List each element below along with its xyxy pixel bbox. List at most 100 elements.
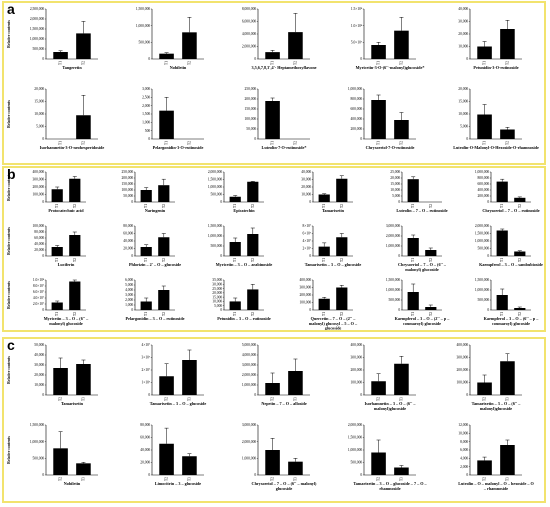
x-tick-label: T1 [55, 258, 59, 262]
y-tick-label: 0 [254, 393, 256, 397]
y-tick-label: 100,000 [351, 381, 363, 386]
bar-chart: 0 500,000 1,000,000 1,500,000 2,000,000 T1 T2K… [475, 224, 543, 267]
x-tick-label: T1 [233, 258, 237, 262]
y-tick-label: 250,000 [245, 87, 257, 92]
y-tick-label: 4,000 [125, 288, 133, 293]
bar-chart: 0 500 1,000 1,500 2,000 2,500 3,000 T1 T2Pelargo… [142, 87, 204, 150]
y-tick-label: 2,000 [460, 465, 468, 470]
y-tick-label: 8,000 [460, 440, 468, 445]
x-tick-label: T2 [377, 477, 381, 481]
x-tick-label: T2 [81, 61, 85, 65]
bar-chart: 0 5,000 10,000 15,000 20,000 T1 T2Isorhamnetin… [34, 87, 104, 150]
x-tick-label: T2 [399, 61, 403, 65]
chart-title: Kaempferol – 3 – O – (6'' – p – [484, 316, 540, 321]
y-tick-label: 20,000 [34, 373, 44, 378]
chart-title: glucoside [325, 326, 342, 330]
y-tick-label: 200,000 [351, 127, 363, 132]
chart-title: Luteolin-O-Malonyl-O-Hexoside-O-rhamnosi… [453, 145, 539, 150]
x-tick-label: T2 [251, 312, 255, 316]
chart-title: Kaempferol – 3 – O – (2'' – p – [395, 316, 451, 321]
x-tick-label: T2 [340, 312, 344, 316]
bar [394, 363, 409, 395]
chart-title: Nepetin – 7 – O – alloside [261, 401, 307, 406]
bar-chart: 0 100,000 200,000 300,000 400,000 T2 T3Tamarix… [457, 343, 522, 411]
x-tick-label: T1 [483, 141, 487, 145]
chart-title: Luteolin-7-O-rutinoside* [262, 145, 307, 150]
bar [158, 290, 170, 310]
y-tick-label: 300,000 [300, 286, 312, 291]
y-tick-label: 0 [466, 57, 468, 61]
chart-title: malonyl) glucoside [49, 321, 83, 326]
x-tick-label: T2 [505, 61, 509, 65]
y-tick-label: 500,000 [139, 41, 151, 46]
bar-chart: 0 200,000 400,000 600,000 800,000 1,000,000 T1… [348, 87, 416, 150]
bar-chart: 0 2,000 4,000 6,000 8,000 10,000 12,000 T2 T3Lut… [458, 423, 534, 491]
chart-title: malonyl) glucoside [405, 267, 439, 272]
y-tick-label: 0 [360, 393, 362, 397]
y-tick-label: 80,000 [123, 224, 133, 229]
x-tick-label: T2 [271, 477, 275, 481]
y-tick-label: 1,000,000 [30, 440, 45, 445]
bar [159, 443, 174, 475]
y-tick-label: 0 [148, 137, 150, 141]
chart-title: Tamarixetin – 3 – O – glucoside [305, 262, 362, 267]
x-tick-label: T2 [59, 477, 63, 481]
y-tick-label: 1,000,000 [475, 239, 490, 244]
y-tick-label: 0 [466, 137, 468, 141]
x-tick-label: T1 [165, 141, 169, 145]
bar [371, 45, 386, 59]
y-tick-label: 1.0×10⁸ [33, 278, 45, 282]
y-axis-label: Relative contents [7, 173, 11, 201]
chart-title: coumaroyl) glucoside [403, 321, 441, 326]
y-tick-label: 200,000 [300, 293, 312, 298]
x-tick-label: T1 [500, 204, 504, 208]
y-tick-label: 4×10⁷ [142, 343, 151, 347]
y-tick-label: 0 [398, 308, 400, 312]
bar [265, 52, 280, 59]
x-tick-label: T1 [144, 312, 148, 316]
bar [265, 101, 280, 139]
chart-title: Chrysoeriol – 7 – O – (6'' – [398, 262, 447, 267]
chart-title: Quercetin – 7 – O – (2'' – [311, 316, 357, 321]
bar [477, 114, 492, 139]
y-tick-label: 400,000 [351, 117, 363, 122]
bar [477, 460, 492, 475]
y-tick-label: 15,000 [212, 295, 222, 300]
panel-c: c Relative contents Relative contents 0 10,… [2, 337, 546, 503]
y-tick-label: 2.0×10⁷ [33, 302, 45, 306]
y-tick-label: 5,000 [36, 125, 44, 130]
chart-title: Nobiletin [170, 65, 187, 70]
bar [336, 237, 348, 256]
y-tick-label: 100,000 [300, 301, 312, 306]
y-tick-label: 30,000 [301, 178, 311, 183]
y-tick-label: 0 [360, 473, 362, 477]
y-axis-label: Relative contents [7, 356, 11, 384]
x-tick-label: T2 [187, 61, 191, 65]
y-tick-label: 30,000 [34, 363, 44, 368]
bar-chart: 0 500,000 1,000,000 1,500,000 2,000,000 2,500… [30, 7, 98, 70]
y-tick-label: 200,000 [457, 368, 469, 373]
x-tick-label: T1 [59, 61, 63, 65]
y-tick-label: 4,000 [460, 457, 468, 462]
y-tick-label: 1,500,000 [136, 7, 151, 12]
y-tick-label: 1,500,000 [386, 278, 401, 283]
bar [336, 178, 348, 202]
y-tick-label: 400,000 [300, 278, 312, 283]
y-tick-label: 150,000 [122, 182, 134, 187]
chart-title: Myricetin – 3 – O – (6'' – [44, 316, 89, 321]
y-tick-label: 3,000,000 [242, 423, 257, 428]
bar-chart: 0 500,000 1,000,000 1,500,000 T1 T2Kaempferol… [475, 278, 539, 326]
y-tick-label: 0 [487, 200, 489, 204]
y-tick-label: 15,000 [390, 182, 400, 187]
y-tick-label: 0 [42, 473, 44, 477]
y-tick-label: 0 [398, 254, 400, 258]
bar-chart: 0 50,000 100,000 150,000 200,000 250,000 T1 T2L… [245, 87, 310, 150]
x-tick-label: T3 [81, 397, 85, 401]
x-tick-label: T2 [187, 141, 191, 145]
panel-a-charts: Relative contents Relative contents 0 500,0… [7, 7, 539, 150]
y-tick-label: 2×10⁷ [142, 368, 151, 372]
y-tick-label: 1,500,000 [208, 178, 223, 183]
x-tick-label: T3 [505, 397, 509, 401]
y-tick-label: 20,000 [212, 291, 222, 296]
